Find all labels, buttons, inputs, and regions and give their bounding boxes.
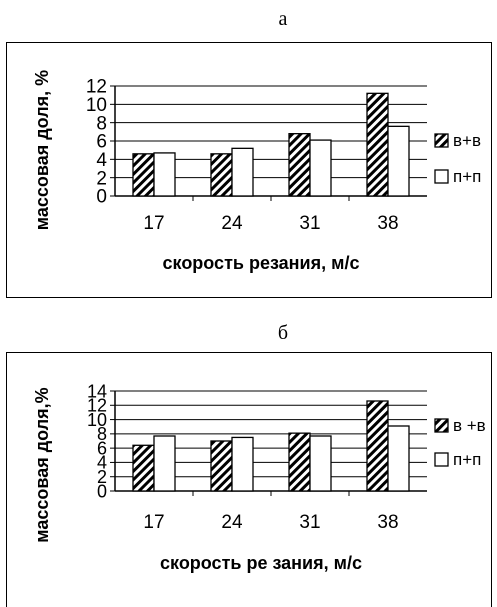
bar-white	[153, 152, 176, 197]
bar-white	[309, 139, 332, 197]
x-category-label: 17	[143, 512, 164, 533]
bar-white	[387, 425, 410, 492]
bar-hatched	[366, 92, 389, 197]
bar-white	[231, 147, 254, 197]
x-category-label: 38	[377, 213, 398, 234]
y-tick-label: 0	[96, 187, 107, 208]
legend-label: в+в	[453, 131, 481, 150]
chart-frame-b	[6, 352, 492, 607]
x-category-label: 31	[299, 213, 320, 234]
x-axis-label: скорость ре зания, м/с	[160, 553, 362, 573]
y-tick-label: 10	[87, 410, 107, 430]
bar-hatched	[288, 432, 311, 492]
bar-hatched	[132, 153, 155, 197]
y-axis-label: массовая доля,%	[32, 387, 52, 542]
y-tick-label: 10	[86, 95, 107, 116]
y-axis-label: массовая доля, %	[32, 70, 52, 230]
y-tick-label: 12	[86, 77, 107, 98]
legend-label: п+п	[453, 450, 481, 469]
y-tick-label: 2	[96, 168, 107, 189]
x-axis-label: скорость резания, м/с	[163, 253, 360, 273]
panel-letter-a: а	[278, 8, 288, 30]
y-tick-label: 4	[96, 150, 107, 171]
bar-hatched	[132, 444, 155, 492]
legend-label: п+п	[453, 167, 481, 186]
y-tick-label: 6	[97, 438, 107, 458]
y-tick-label: 8	[97, 424, 107, 444]
x-category-label: 31	[299, 512, 320, 533]
x-category-label: 17	[143, 213, 164, 234]
chart-frame-a	[6, 42, 492, 298]
legend-label: в +в	[453, 416, 486, 435]
bar-hatched	[288, 133, 311, 197]
legend-swatch	[434, 169, 449, 184]
bar-white	[387, 125, 410, 197]
legend-swatch	[434, 418, 449, 433]
y-tick-label: 4	[97, 453, 107, 473]
legend-swatch	[434, 452, 449, 467]
y-tick-label: 8	[96, 113, 107, 134]
bar-hatched	[210, 440, 233, 492]
bar-hatched	[210, 153, 233, 197]
bar-white	[153, 435, 176, 492]
panel-letter-b: б	[277, 322, 289, 344]
x-category-label: 24	[221, 512, 243, 533]
x-category-label: 24	[221, 213, 243, 234]
x-category-label: 38	[377, 512, 398, 533]
y-tick-label: 0	[97, 481, 107, 501]
y-tick-label: 2	[97, 467, 107, 487]
y-tick-label: 12	[87, 396, 107, 416]
bar-white	[309, 435, 332, 492]
y-tick-label: 14	[87, 381, 107, 401]
legend-swatch	[434, 133, 449, 148]
bar-hatched	[366, 400, 389, 492]
bar-white	[231, 436, 254, 492]
y-tick-label: 6	[96, 132, 107, 153]
